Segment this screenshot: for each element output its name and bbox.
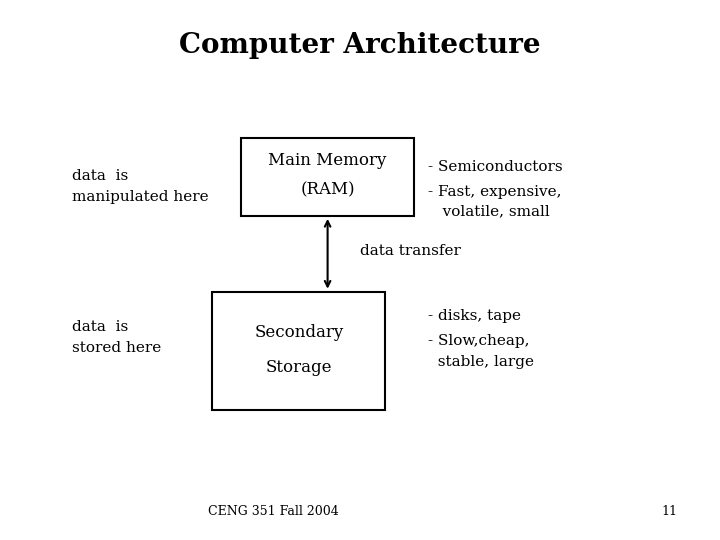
Text: (RAM): (RAM) bbox=[300, 182, 355, 199]
Text: Main Memory: Main Memory bbox=[269, 152, 387, 169]
Text: stable, large: stable, large bbox=[428, 355, 534, 369]
Text: Secondary: Secondary bbox=[254, 323, 343, 341]
Text: CENG 351 Fall 2004: CENG 351 Fall 2004 bbox=[208, 505, 339, 518]
Bar bbox=[212, 292, 385, 410]
Bar bbox=[241, 138, 414, 216]
Text: data  is: data is bbox=[72, 320, 128, 334]
Text: - Semiconductors: - Semiconductors bbox=[428, 160, 563, 174]
Text: Computer Architecture: Computer Architecture bbox=[179, 32, 541, 59]
Text: data  is: data is bbox=[72, 168, 128, 183]
Text: Storage: Storage bbox=[266, 359, 332, 376]
Text: manipulated here: manipulated here bbox=[72, 190, 209, 204]
Text: 11: 11 bbox=[662, 505, 678, 518]
Text: - disks, tape: - disks, tape bbox=[428, 309, 521, 323]
Text: volatile, small: volatile, small bbox=[428, 205, 550, 219]
Text: - Slow,cheap,: - Slow,cheap, bbox=[428, 334, 530, 348]
Text: stored here: stored here bbox=[72, 341, 161, 355]
Text: data transfer: data transfer bbox=[360, 244, 461, 258]
Text: - Fast, expensive,: - Fast, expensive, bbox=[428, 185, 562, 199]
